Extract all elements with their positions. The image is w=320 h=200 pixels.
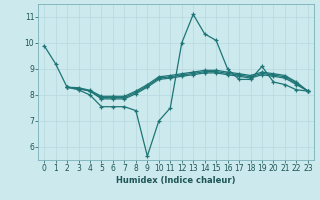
X-axis label: Humidex (Indice chaleur): Humidex (Indice chaleur) [116,176,236,185]
